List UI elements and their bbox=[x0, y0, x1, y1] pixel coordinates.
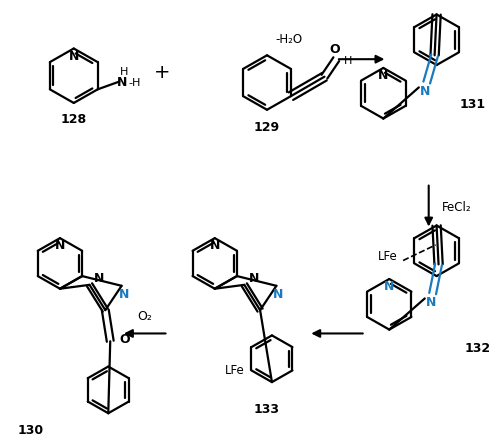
Text: -H: -H bbox=[129, 77, 141, 88]
Text: 131: 131 bbox=[460, 99, 486, 111]
Text: N: N bbox=[273, 288, 284, 301]
Text: N: N bbox=[384, 280, 395, 293]
Text: N: N bbox=[55, 239, 65, 253]
Text: -H₂O: -H₂O bbox=[275, 33, 302, 46]
Text: N: N bbox=[419, 85, 430, 98]
Text: 129: 129 bbox=[254, 121, 280, 134]
Text: H: H bbox=[344, 56, 352, 66]
Text: N: N bbox=[117, 76, 128, 89]
Text: N: N bbox=[118, 288, 129, 301]
Text: 130: 130 bbox=[17, 424, 43, 437]
Text: FeCl₂: FeCl₂ bbox=[441, 201, 471, 213]
Text: LFe: LFe bbox=[225, 364, 245, 377]
Text: O: O bbox=[120, 333, 130, 346]
Text: N: N bbox=[210, 239, 220, 253]
Text: 132: 132 bbox=[465, 341, 491, 355]
Text: +: + bbox=[154, 63, 171, 82]
Text: LFe: LFe bbox=[377, 250, 397, 263]
Text: N: N bbox=[249, 271, 259, 285]
Text: N: N bbox=[69, 50, 79, 63]
Text: N: N bbox=[94, 271, 104, 285]
Text: O: O bbox=[329, 43, 339, 56]
Text: N: N bbox=[378, 69, 389, 82]
Text: O₂: O₂ bbox=[137, 311, 152, 323]
Text: 133: 133 bbox=[254, 403, 280, 416]
Text: 128: 128 bbox=[61, 113, 87, 126]
Text: H: H bbox=[120, 67, 129, 77]
Text: N: N bbox=[425, 296, 436, 309]
